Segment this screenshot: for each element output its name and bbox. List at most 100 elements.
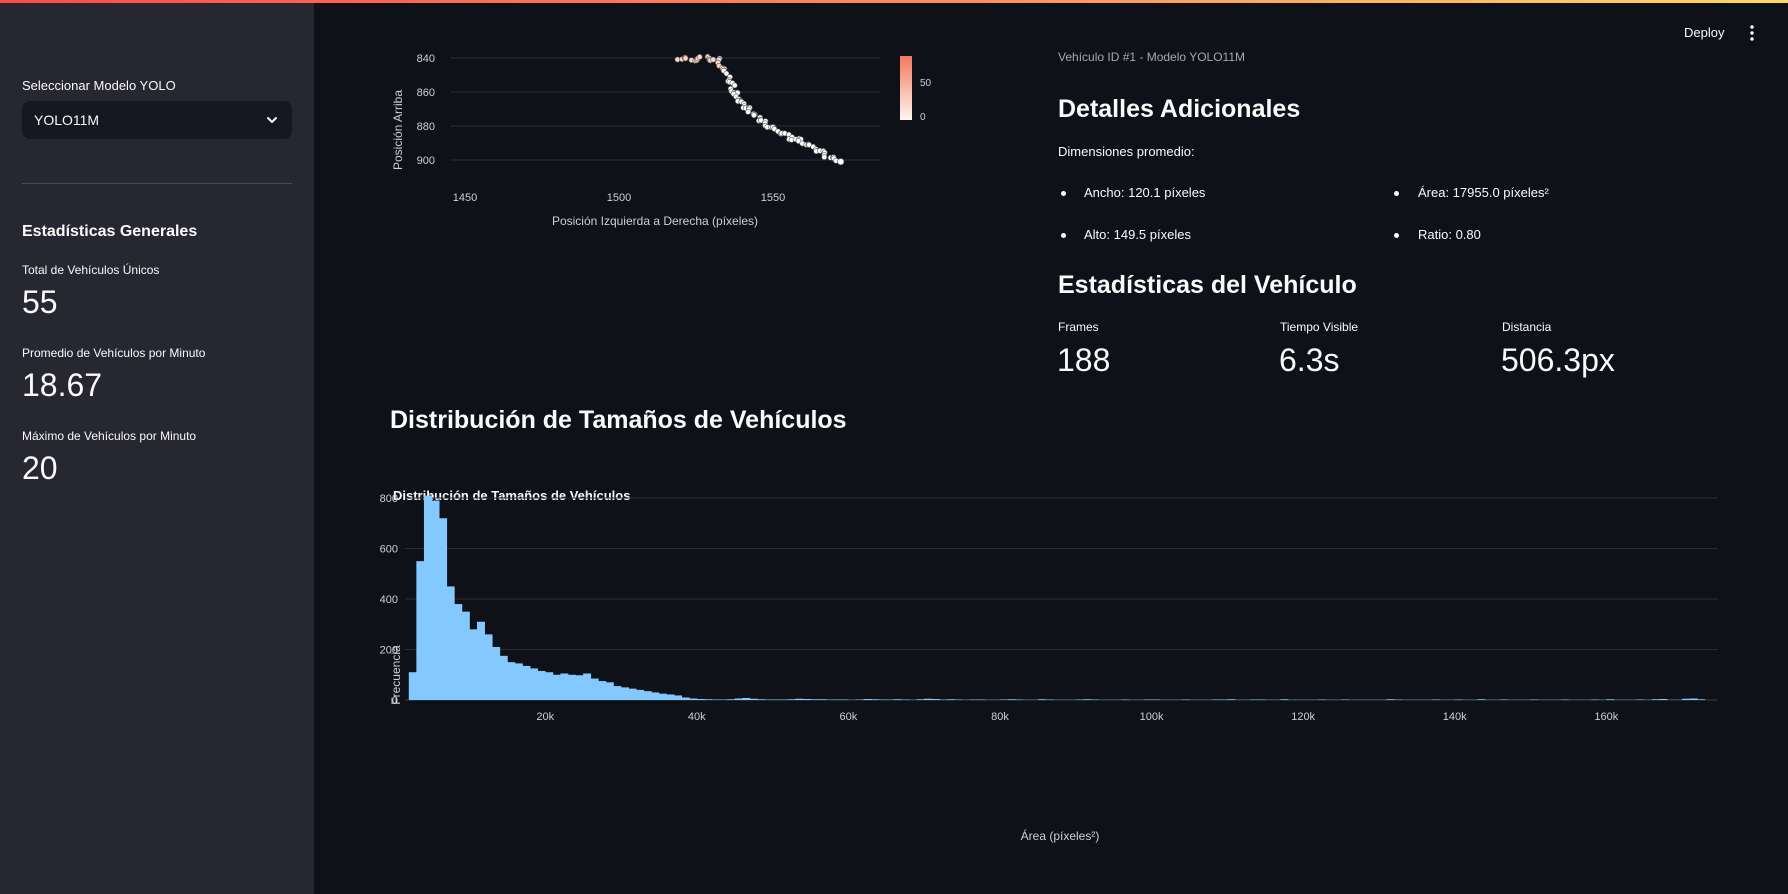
traj-point (821, 154, 828, 160)
metric-label-visible-time: Tiempo Visible (1280, 320, 1359, 334)
hist-bar (1045, 699, 1054, 700)
hist-bar (719, 699, 728, 700)
hist-bar (1083, 699, 1092, 700)
dim-alto: Alto: 149.5 píxeles (1084, 227, 1191, 242)
hist-x-axis-label: Área (píxeles²) (1021, 828, 1100, 843)
hist-bar (461, 611, 470, 700)
bullet (1061, 191, 1066, 196)
hist-bar (742, 697, 751, 700)
more-options-icon[interactable] (1746, 24, 1758, 42)
hist-bar (1591, 699, 1600, 700)
hist-bar (658, 693, 667, 700)
metric-value-visible-time: 6.3s (1279, 342, 1340, 378)
hist-bar (1697, 699, 1706, 700)
hist-bar (825, 699, 834, 700)
hist-bar (666, 694, 675, 700)
traj-points (674, 53, 845, 166)
hist-y-tick: 0 (392, 695, 398, 707)
hist-x-tick: 100k (1140, 711, 1164, 723)
traj-x-tick: 1500 (607, 192, 631, 204)
hist-bar (507, 662, 516, 700)
hist-bar (1181, 699, 1190, 700)
hist-bar (681, 697, 690, 700)
hist-bar (954, 699, 963, 700)
model-select[interactable]: YOLO11M (22, 101, 292, 139)
traj-colorbar (900, 56, 912, 120)
hist-bar (423, 495, 432, 700)
hist-bar (795, 698, 804, 700)
hist-bar (1606, 699, 1615, 700)
hist-bar (446, 586, 455, 700)
hist-bar (878, 699, 887, 700)
hist-x-tick: 80k (991, 711, 1009, 723)
traj-x-axis-label: Posición Izquierda a Derecha (píxeles) (552, 214, 758, 228)
hist-bar (643, 691, 652, 700)
traj-point (723, 70, 730, 77)
hist-bar (727, 699, 736, 700)
traj-x-tick: 1450 (453, 192, 477, 204)
traj-point (751, 112, 757, 119)
hist-bar (575, 675, 584, 700)
hist-bar (765, 699, 773, 700)
hist-bar (469, 629, 478, 700)
hist-bar (1075, 699, 1084, 700)
hist-bar (1015, 699, 1024, 700)
dims-label: Dimensiones promedio: (1058, 144, 1195, 159)
dim-ancho: Ancho: 120.1 píxeles (1084, 185, 1206, 200)
top-accent-bar (0, 0, 1788, 3)
hist-bar (1143, 699, 1152, 700)
traj-y-tick: 840 (417, 53, 435, 65)
hist-y-ticks: 0 200 400 600 800 (380, 493, 398, 707)
hist-x-tick: 140k (1443, 711, 1467, 723)
hist-bar (946, 699, 955, 700)
hist-bar (855, 699, 864, 700)
metric-label-distance: Distancia (1502, 320, 1552, 334)
dim-area: Área: 17955.0 píxeles² (1418, 185, 1549, 200)
hist-bar (711, 699, 720, 700)
deploy-button[interactable]: Deploy (1684, 25, 1725, 40)
hist-bar (833, 699, 842, 700)
hist-bar (818, 699, 827, 700)
hist-bar (1318, 699, 1327, 700)
hist-bar (484, 634, 493, 700)
traj-y-tick: 860 (417, 87, 435, 99)
hist-bar (477, 621, 485, 700)
hist-bar (1636, 699, 1645, 700)
hist-bar (613, 686, 622, 700)
hist-gridlines (405, 497, 1718, 701)
hist-bar (1250, 699, 1259, 700)
hist-bar (1682, 698, 1691, 700)
distribution-heading: Distribución de Tamaños de Vehículos (390, 406, 847, 434)
traj-colorbar-tick: 50 (920, 78, 932, 89)
hist-bar (840, 699, 849, 700)
metric-label-avg-per-minute: Promedio de Vehículos por Minuto (22, 346, 206, 360)
metric-label-total-vehicles: Total de Vehículos Únicos (22, 263, 160, 277)
metric-value-avg-per-minute: 18.67 (22, 367, 103, 403)
hist-bar (1341, 699, 1350, 700)
hist-x-tick: 40k (688, 711, 706, 723)
hist-bar (802, 698, 811, 700)
metric-label-frames: Frames (1058, 320, 1099, 334)
hist-bars (408, 495, 1706, 700)
hist-bar (1386, 699, 1395, 700)
hist-bar (1500, 699, 1509, 700)
hist-y-tick: 800 (380, 493, 398, 505)
general-stats-heading: Estadísticas Generales (22, 223, 198, 240)
hist-title: Distribución de Tamaños de Vehículos (393, 488, 630, 503)
sidebar-divider (22, 183, 292, 184)
hist-bar (1689, 698, 1698, 700)
hist-bar (749, 698, 758, 700)
traj-gridlines (450, 57, 880, 161)
traj-point (745, 108, 751, 115)
hist-bar (1651, 699, 1660, 700)
size-distribution-chart: Distribución de Tamaños de Vehículos 0 20… (380, 488, 1718, 843)
hist-bar (772, 699, 781, 700)
hist-bar (734, 698, 743, 700)
hist-bar (651, 692, 660, 700)
bullet (1394, 233, 1399, 238)
hist-bar (1219, 699, 1228, 700)
hist-y-tick: 200 (380, 645, 398, 657)
chevron-down-icon (267, 117, 277, 123)
sidebar: Seleccionar Modelo YOLO YOLO11M Estadíst… (0, 0, 314, 894)
hist-bar (454, 604, 463, 700)
